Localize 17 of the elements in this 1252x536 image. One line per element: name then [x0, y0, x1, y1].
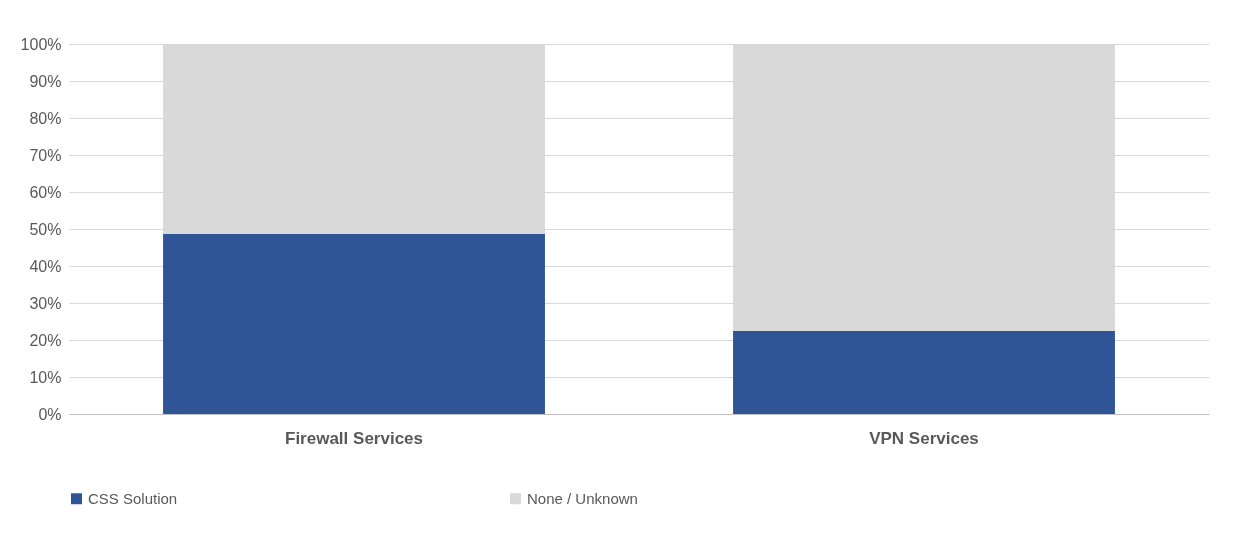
x-tick-label: VPN Services: [869, 428, 979, 448]
y-tick-label: 50%: [29, 220, 62, 238]
y-tick-label: 0%: [38, 405, 62, 423]
y-tick-label: 60%: [29, 183, 62, 201]
y-tick-label: 10%: [29, 368, 62, 386]
x-tick-label: Firewall Services: [285, 428, 423, 448]
y-tick-label: 70%: [29, 146, 62, 164]
y-tick-label: 80%: [29, 109, 62, 127]
y-tick-label: 40%: [29, 257, 62, 275]
y-tick-label: 20%: [29, 331, 62, 349]
y-tick-label: 90%: [29, 72, 62, 90]
bar: [163, 233, 545, 414]
bar: [733, 331, 1115, 414]
y-tick-label: 30%: [29, 294, 62, 312]
legend-label: CSS Solution: [88, 489, 178, 507]
legend-label: None / Unknown: [527, 489, 638, 507]
y-tick-label: 100%: [20, 35, 62, 53]
